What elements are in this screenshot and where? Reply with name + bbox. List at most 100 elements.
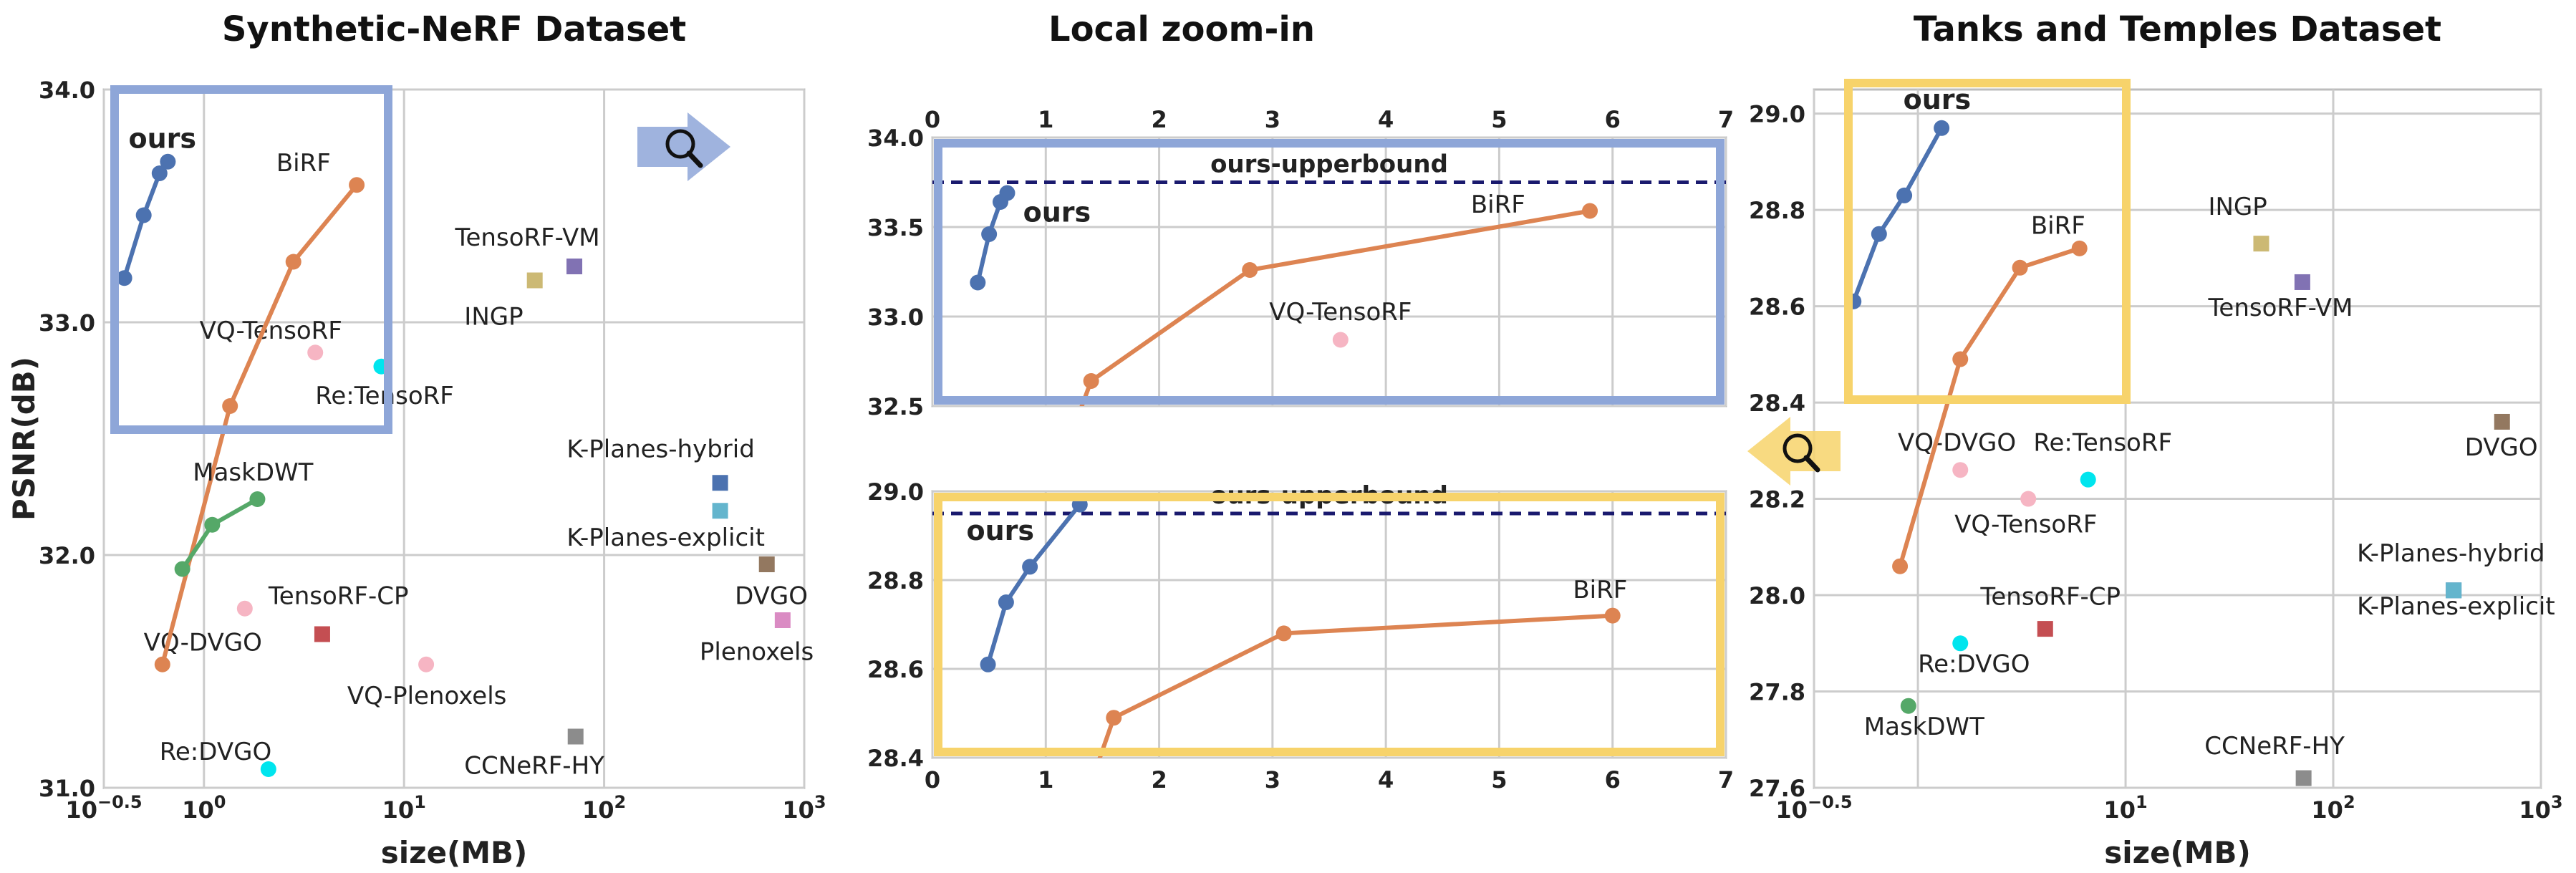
zoom-panel: 0 1 2 3 4 5 6 728.428.628.829.0 ours-upperboundo… [867, 478, 1734, 794]
point-label: Re:DVGO [160, 738, 271, 766]
series-label: ours [1023, 197, 1091, 228]
x-tick-label: 0 [925, 766, 940, 794]
series-point [1022, 559, 1038, 575]
chart-title: Synthetic-NeRF Dataset [222, 9, 686, 49]
x-tick-label: 103 [782, 792, 826, 824]
y-tick-label: 28.6 [867, 656, 924, 683]
x-tick-label: 1 [1038, 766, 1053, 794]
magnifier-icon-handle [686, 150, 703, 168]
y-tick-label: 28.4 [867, 745, 924, 772]
x-tick-label: 6 [1605, 766, 1621, 794]
series-point [1582, 203, 1598, 219]
series-line [1898, 246, 2080, 567]
series-point [151, 165, 168, 181]
x-tick-label: 6 [1605, 106, 1621, 133]
point-label: CCNeRF-HY [464, 752, 604, 781]
point-marker [2080, 471, 2096, 488]
chart-title: Local zoom-in [1048, 9, 1315, 49]
point-marker [314, 626, 330, 642]
x-tick-label-exp: −0.5 [97, 792, 143, 812]
series-line [1097, 613, 1613, 758]
series-point [1896, 187, 1913, 203]
zoom-box [1844, 79, 2131, 404]
series-point [1106, 710, 1122, 726]
magnifier-icon-handle [1803, 455, 1820, 473]
series-point [174, 561, 190, 577]
x-tick-label: 10−0.5 [65, 792, 142, 824]
x-tick-label-exp: 1 [414, 792, 426, 812]
y-tick-label: 27.8 [1749, 679, 1805, 706]
plot-area [931, 490, 1727, 759]
x-tick-label: 102 [2311, 792, 2355, 824]
x-tick-label: 102 [582, 792, 626, 824]
x-tick-label-exp: 3 [814, 792, 826, 812]
x-tick-label-base: 10 [382, 796, 415, 824]
series-point [1934, 120, 1950, 136]
series-point [1242, 262, 1258, 278]
point-label: VQ-DVGO [144, 628, 262, 657]
x-tick-label: 3 [1265, 766, 1280, 794]
y-axis-label: PSNR(dB) [6, 357, 42, 521]
point-marker [260, 761, 276, 777]
x-axis-label: size(MB) [381, 835, 528, 870]
series-point [1604, 607, 1621, 624]
series-point [1083, 373, 1099, 389]
point-marker [2295, 770, 2312, 786]
series-point [980, 656, 996, 672]
series-point [160, 153, 176, 170]
series-point [154, 656, 170, 672]
point-marker [2446, 582, 2462, 599]
point-label: K-Planes-explicit [2357, 592, 2555, 621]
y-tick-label: 28.8 [867, 567, 924, 594]
point-label: VQ-Plenoxels [347, 682, 507, 710]
series-point [349, 177, 365, 193]
point-label: DVGO [2465, 433, 2538, 462]
point-label: TensoRF-CP [1979, 582, 2121, 611]
x-tick-label: 7 [1718, 106, 1734, 133]
point-label: DVGO [735, 582, 808, 610]
x-tick-label: 7 [1718, 766, 1734, 794]
x-tick-label-base: 10 [2103, 796, 2136, 824]
x-tick-label-exp: 1 [2136, 792, 2148, 812]
point-marker [566, 259, 583, 274]
x-tick-label: 1 [1038, 106, 1053, 133]
y-tick-label: 32.5 [867, 393, 924, 420]
point-label: MaskDWT [1864, 713, 1984, 741]
point-label: TensoRF-CP [268, 582, 409, 610]
point-label: K-Planes-hybrid [566, 435, 755, 464]
point-marker [1900, 698, 1916, 714]
point-label: TensoRF-VM [455, 223, 600, 252]
magnifier-icon-arrow [637, 112, 730, 181]
point-marker [1952, 462, 1969, 478]
point-label: INGP [2208, 193, 2267, 221]
x-tick-label: 101 [2103, 792, 2147, 824]
series-point [1892, 558, 1909, 574]
point-marker [2494, 413, 2510, 430]
magnifier-icon-lens [665, 129, 695, 159]
point-marker [2294, 274, 2310, 290]
y-tick-label: 28.4 [1749, 390, 1805, 417]
series-point [998, 594, 1014, 610]
point-marker [307, 344, 324, 361]
y-tick-label: 29.0 [867, 478, 924, 506]
series-point [204, 516, 221, 533]
y-tick-label: 28.2 [1749, 486, 1805, 513]
magnifier-icon-arrow [1747, 417, 1841, 486]
x-tick-label: 2 [1151, 766, 1167, 794]
x-tick-label: 100 [182, 792, 226, 824]
x-tick-label: 0 [925, 106, 940, 133]
x-tick-label-base: 10 [782, 796, 814, 824]
series-point [249, 491, 266, 507]
upperbound-label: ours-upperbound [1210, 150, 1448, 179]
x-tick-label-exp: −0.5 [1808, 792, 1853, 812]
series-point [222, 398, 238, 414]
series-line [985, 503, 1082, 665]
point-marker [758, 556, 775, 572]
series-point [285, 254, 302, 270]
x-tick-label-exp: 2 [614, 792, 627, 812]
point-marker [236, 600, 253, 617]
x-axis-label: size(MB) [2104, 835, 2251, 870]
chart-title: Tanks and Temples Dataset [1914, 9, 2441, 49]
point-marker [1332, 332, 1349, 348]
